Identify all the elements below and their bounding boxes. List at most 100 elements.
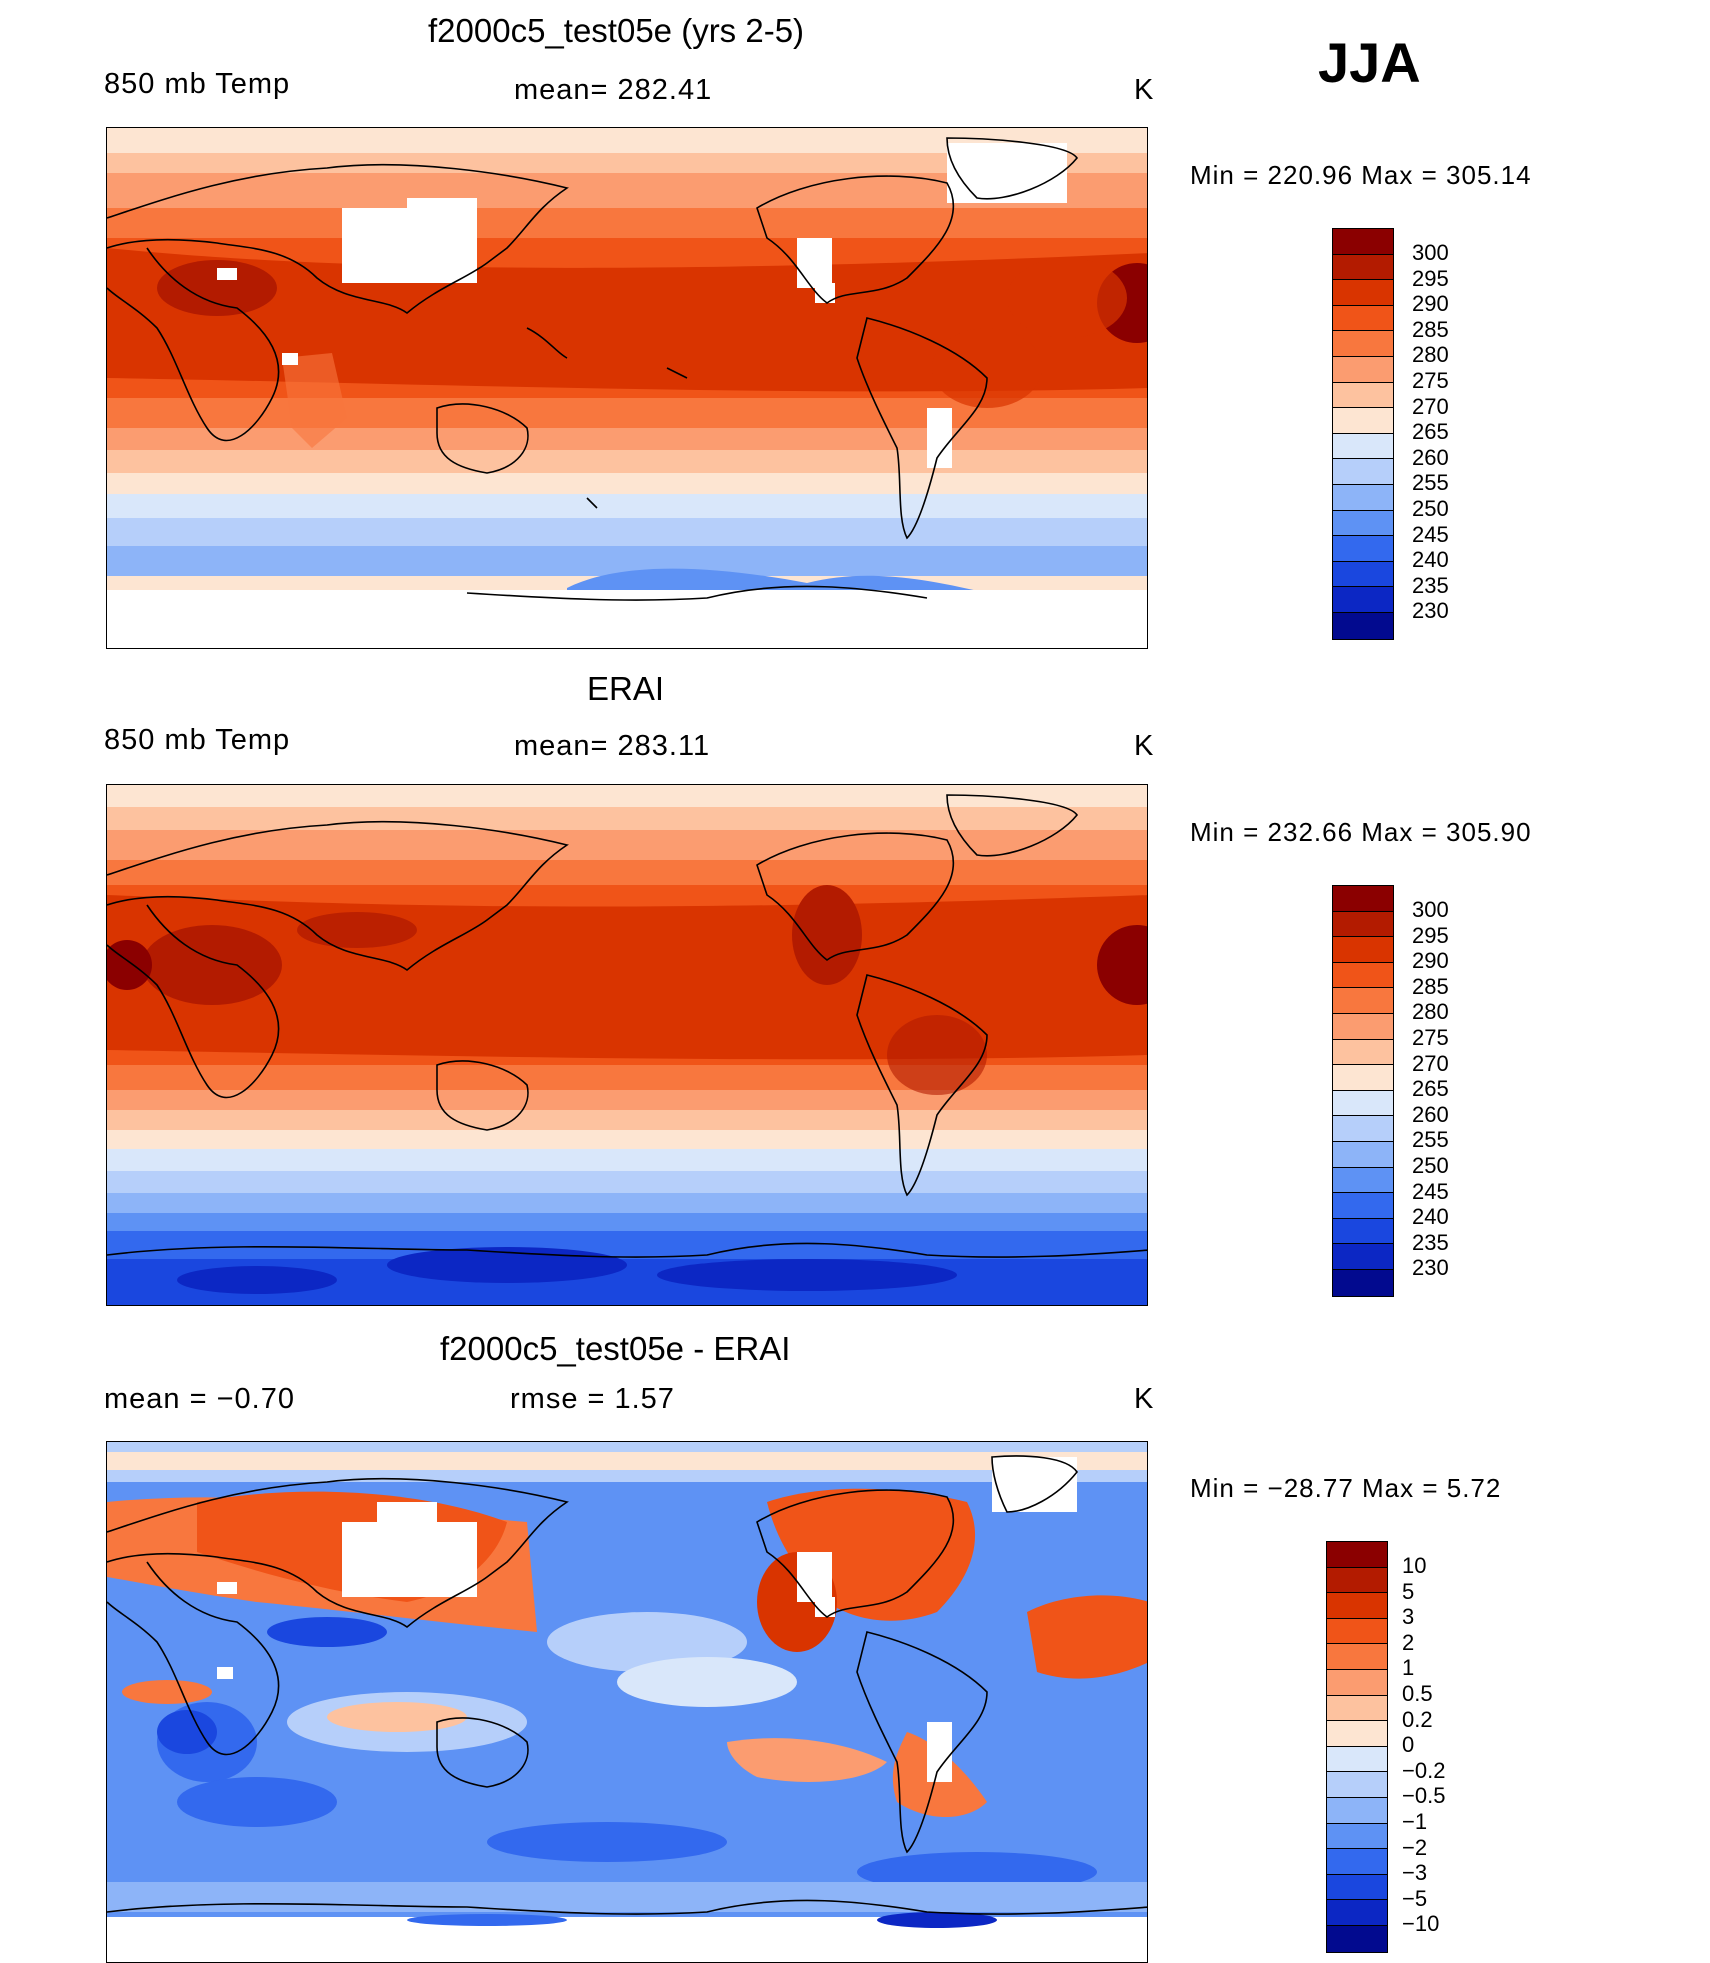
panel-diff-title: f2000c5_test05e - ERAI [440, 1330, 791, 1367]
panel-obs-title: ERAI [587, 670, 665, 707]
colorbar-label: 260 [1412, 1101, 1449, 1127]
colorbar-segment [1333, 1039, 1393, 1066]
colorbar-segment [1333, 937, 1393, 963]
colorbar-label: 240 [1412, 547, 1449, 573]
panel-model-title: f2000c5_test05e (yrs 2-5) [428, 12, 805, 49]
colorbar-label: 290 [1412, 291, 1449, 317]
colorbar-label: −0.5 [1402, 1783, 1446, 1809]
colorbar-label: 3 [1402, 1604, 1415, 1630]
colorbar-label: −0.2 [1402, 1757, 1446, 1783]
colorbar-segment [1333, 229, 1393, 255]
colorbar-segment [1333, 1269, 1393, 1296]
colorbar-segment [1333, 1193, 1393, 1219]
panel-diff-colorbar [1326, 1541, 1388, 1953]
colorbar-segment [1333, 305, 1393, 332]
colorbar-segment [1333, 459, 1393, 485]
colorbar-segment [1333, 408, 1393, 434]
panel-obs-colorbar [1332, 885, 1394, 1297]
colorbar-segment [1327, 1721, 1387, 1747]
season-label: JJA [1318, 31, 1421, 94]
colorbar-segment [1327, 1823, 1387, 1850]
colorbar-label: 295 [1412, 265, 1449, 291]
colorbar-segment [1333, 612, 1393, 639]
colorbar-segment [1333, 1244, 1393, 1270]
colorbar-segment [1333, 280, 1393, 306]
panel-obs-variable-label: 850 mb Temp [104, 724, 291, 756]
colorbar-label: 265 [1412, 419, 1449, 445]
colorbar-label: 265 [1412, 1076, 1449, 1102]
colorbar-segment [1333, 484, 1393, 511]
colorbar-label: 240 [1412, 1204, 1449, 1230]
colorbar-segment [1333, 433, 1393, 460]
colorbar-label: −2 [1402, 1834, 1428, 1860]
colorbar-segment [1327, 1874, 1387, 1901]
colorbar-segment [1327, 1567, 1387, 1594]
colorbar-segment [1333, 382, 1393, 409]
panel-obs-minmax: Min = 232.66 Max = 305.90 [1190, 817, 1532, 847]
panel-obs-map [106, 784, 1148, 1306]
colorbar-label: 280 [1412, 999, 1449, 1025]
colorbar-label: 235 [1412, 1229, 1449, 1255]
colorbar-segment [1333, 1116, 1393, 1142]
panel-diff-units: K [1134, 1383, 1155, 1415]
colorbar-segment [1327, 1900, 1387, 1926]
colorbar-segment [1327, 1695, 1387, 1722]
colorbar-label: 290 [1412, 948, 1449, 974]
colorbar-segment [1333, 587, 1393, 613]
colorbar-label: 1 [1402, 1655, 1415, 1681]
panel-obs-units: K [1134, 730, 1155, 762]
colorbar-label: 300 [1412, 240, 1449, 265]
panel-model-minmax: Min = 220.96 Max = 305.14 [1190, 160, 1532, 190]
colorbar-label: 250 [1412, 1153, 1449, 1178]
colorbar-label: 295 [1412, 922, 1449, 948]
colorbar-segment [1333, 1218, 1393, 1245]
colorbar-label: 230 [1412, 598, 1449, 624]
colorbar-label: 260 [1412, 444, 1449, 470]
colorbar-label: 245 [1412, 521, 1449, 547]
colorbar-label: 270 [1412, 393, 1449, 419]
colorbar-segment [1333, 1065, 1393, 1091]
colorbar-label: 0.5 [1402, 1681, 1433, 1706]
colorbar-label: 0 [1402, 1732, 1415, 1758]
colorbar-segment [1333, 356, 1393, 383]
colorbar-label: 0.2 [1402, 1706, 1433, 1732]
colorbar-segment [1333, 510, 1393, 537]
colorbar-segment [1333, 886, 1393, 912]
colorbar-label: 275 [1412, 1025, 1449, 1050]
colorbar-segment [1327, 1669, 1387, 1696]
colorbar-label: 235 [1412, 572, 1449, 598]
colorbar-label: −1 [1402, 1809, 1428, 1834]
panel-model-units: K [1134, 74, 1155, 106]
colorbar-segment [1333, 988, 1393, 1014]
panel-model-map [106, 127, 1148, 649]
panel-model-mean-label: mean= 282.41 [514, 74, 713, 106]
colorbar-label: 245 [1412, 1178, 1449, 1204]
colorbar-label: 230 [1412, 1255, 1449, 1281]
colorbar-label: 275 [1412, 368, 1449, 393]
colorbar-label: 285 [1412, 316, 1449, 342]
colorbar-segment [1333, 911, 1393, 938]
colorbar-label: 2 [1402, 1629, 1415, 1655]
colorbar-segment [1327, 1644, 1387, 1670]
colorbar-label: 280 [1412, 342, 1449, 368]
colorbar-label: 255 [1412, 1127, 1449, 1153]
colorbar-label: −5 [1402, 1885, 1428, 1911]
colorbar-segment [1333, 1141, 1393, 1168]
colorbar-segment [1327, 1746, 1387, 1773]
colorbar-segment [1333, 1167, 1393, 1194]
colorbar-segment [1327, 1772, 1387, 1798]
panel-diff-rmse-label: rmse = 1.57 [510, 1383, 675, 1415]
colorbar-segment [1333, 254, 1393, 281]
colorbar-segment [1327, 1618, 1387, 1645]
colorbar-segment [1333, 561, 1393, 588]
panel-diff-map [106, 1441, 1148, 1963]
colorbar-label: 250 [1412, 496, 1449, 521]
colorbar-label: −10 [1402, 1911, 1440, 1937]
colorbar-label: 285 [1412, 973, 1449, 999]
panel-diff-minmax: Min = −28.77 Max = 5.72 [1190, 1473, 1502, 1503]
colorbar-segment [1333, 331, 1393, 357]
colorbar-segment [1327, 1797, 1387, 1824]
colorbar-segment [1327, 1593, 1387, 1619]
panel-obs-mean-label: mean= 283.11 [514, 730, 711, 762]
colorbar-segment [1333, 536, 1393, 562]
